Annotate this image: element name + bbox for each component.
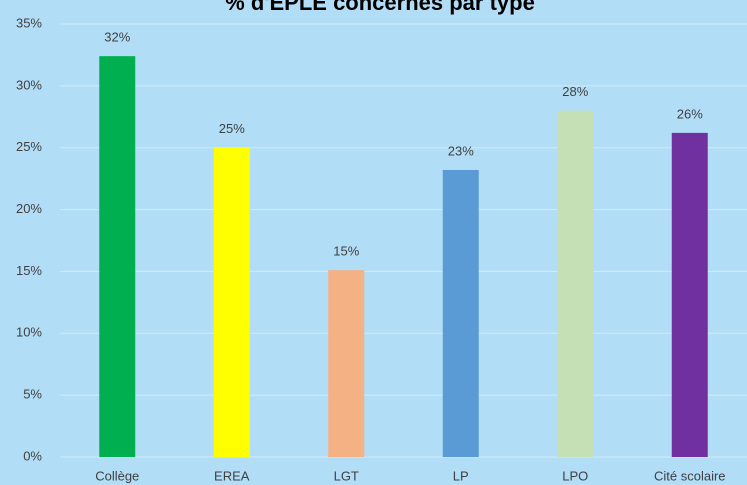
data-label: 26%: [677, 106, 703, 121]
data-label: 32%: [104, 30, 130, 45]
x-tick-label: LPO: [562, 468, 588, 483]
y-tick-label: 10%: [16, 325, 42, 340]
x-tick-label: LP: [453, 468, 469, 483]
data-label: 28%: [562, 84, 588, 99]
x-tick-label: Collège: [95, 468, 139, 483]
bar: [442, 169, 479, 458]
bar: [99, 56, 136, 458]
data-label: 15%: [333, 244, 359, 259]
chart-title: % d'EPLE concernés par type: [225, 0, 535, 15]
y-tick-label: 35%: [16, 15, 42, 30]
y-tick-label: 20%: [16, 201, 42, 216]
y-tick-label: 25%: [16, 139, 42, 154]
x-tick-label: EREA: [214, 468, 250, 483]
bar: [328, 270, 365, 457]
y-tick-label: 5%: [23, 387, 42, 402]
bar: [671, 132, 708, 457]
bar: [557, 110, 594, 457]
y-tick-label: 0%: [23, 448, 42, 463]
bar: [213, 147, 250, 457]
x-tick-label: LGT: [334, 468, 359, 483]
x-tick-label: Cité scolaire: [654, 468, 726, 483]
y-tick-label: 15%: [16, 263, 42, 278]
y-tick-label: 30%: [16, 77, 42, 92]
data-label: 25%: [219, 121, 245, 136]
data-label: 23%: [448, 143, 474, 158]
